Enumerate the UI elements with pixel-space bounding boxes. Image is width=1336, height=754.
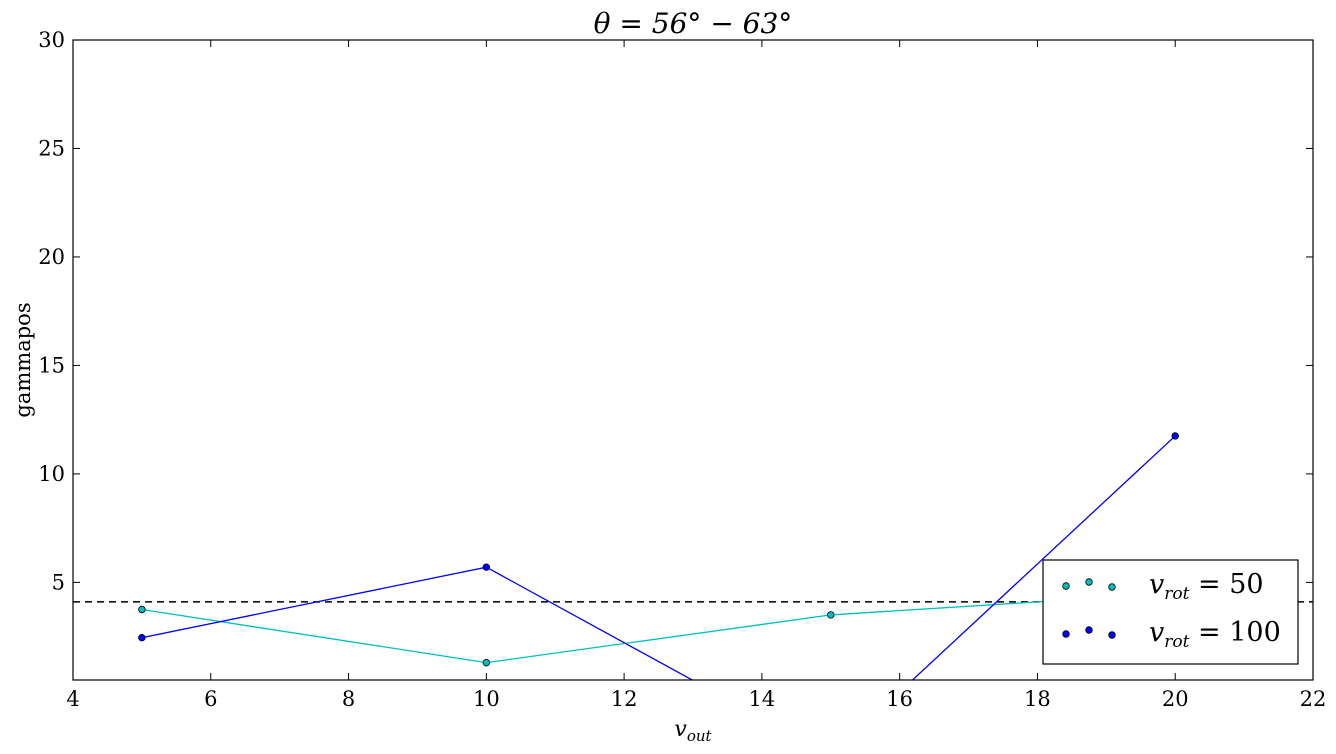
legend-label-sub: rot	[1164, 584, 1189, 604]
x-tick-label: 12	[611, 687, 638, 711]
y-axis-label: gammapos	[11, 302, 35, 417]
legend-label-sub: rot	[1164, 632, 1189, 652]
series-1-point	[138, 605, 146, 614]
legend-marker-1	[1108, 583, 1116, 591]
series-1-point	[827, 611, 835, 619]
series-line-1	[141, 592, 1176, 664]
legend-marker-2	[1108, 631, 1116, 639]
series-2-point	[138, 633, 146, 642]
series-2-point	[1171, 432, 1179, 440]
y-tick-label: 25	[38, 136, 65, 160]
y-tick-label: 20	[38, 245, 65, 269]
x-tick-label: 14	[749, 687, 776, 711]
x-tick-label: 8	[342, 687, 355, 711]
legend-box	[1042, 559, 1299, 665]
y-tick-label: 5	[52, 570, 65, 594]
y-tick-label: 15	[38, 353, 65, 377]
x-tick-label: 20	[1162, 687, 1189, 711]
x-tick-label: 16	[886, 687, 913, 711]
legend-label-var: v	[1149, 617, 1164, 648]
x-tick-label: 22	[1300, 687, 1327, 711]
x-tick-label: 6	[204, 687, 217, 711]
legend-label-2: vrot = 100	[1149, 617, 1281, 652]
legend-marker-2	[1062, 630, 1070, 638]
x-tick-label: 18	[1024, 687, 1051, 711]
legend-label-value: = 50	[1189, 569, 1263, 600]
x-axis-label-sub: out	[687, 727, 713, 745]
plot-points-layer	[138, 432, 1179, 667]
legend-label-value: = 100	[1189, 617, 1280, 648]
axis-ticks: 4 6 8 10 12 14 16 18 20 22 5 10 15 20 25 30	[38, 28, 1326, 711]
x-tick-label: 10	[473, 687, 500, 711]
legend-marker-1	[1085, 578, 1093, 586]
x-axis-label-main: v	[674, 717, 687, 742]
plot-frame	[72, 39, 1314, 681]
x-axis-label: vout	[674, 717, 712, 745]
x-tick-label: 4	[66, 687, 79, 711]
series-line-2	[141, 435, 1176, 680]
legend-marker-2	[1085, 626, 1093, 634]
series-2-point	[482, 563, 491, 571]
legend-marker-1	[1062, 582, 1070, 590]
series-1-point	[482, 658, 491, 667]
chart-title: θ = 56° − 63°	[594, 7, 793, 40]
y-tick-label: 10	[38, 462, 65, 486]
legend-label-1: vrot = 50	[1149, 569, 1264, 604]
y-tick-label: 30	[38, 28, 65, 52]
legend-label-var: v	[1149, 569, 1164, 600]
